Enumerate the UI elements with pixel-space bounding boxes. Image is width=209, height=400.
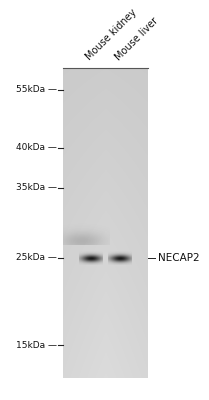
Text: 25kDa —: 25kDa — bbox=[16, 254, 57, 262]
Text: 40kDa —: 40kDa — bbox=[16, 144, 57, 152]
Text: 35kDa —: 35kDa — bbox=[16, 184, 57, 192]
Text: 15kDa —: 15kDa — bbox=[16, 340, 57, 350]
Text: Mouse liver: Mouse liver bbox=[113, 15, 160, 62]
Text: 55kDa —: 55kDa — bbox=[16, 86, 57, 94]
Text: NECAP2: NECAP2 bbox=[158, 253, 200, 263]
Text: Mouse kidney: Mouse kidney bbox=[84, 7, 139, 62]
